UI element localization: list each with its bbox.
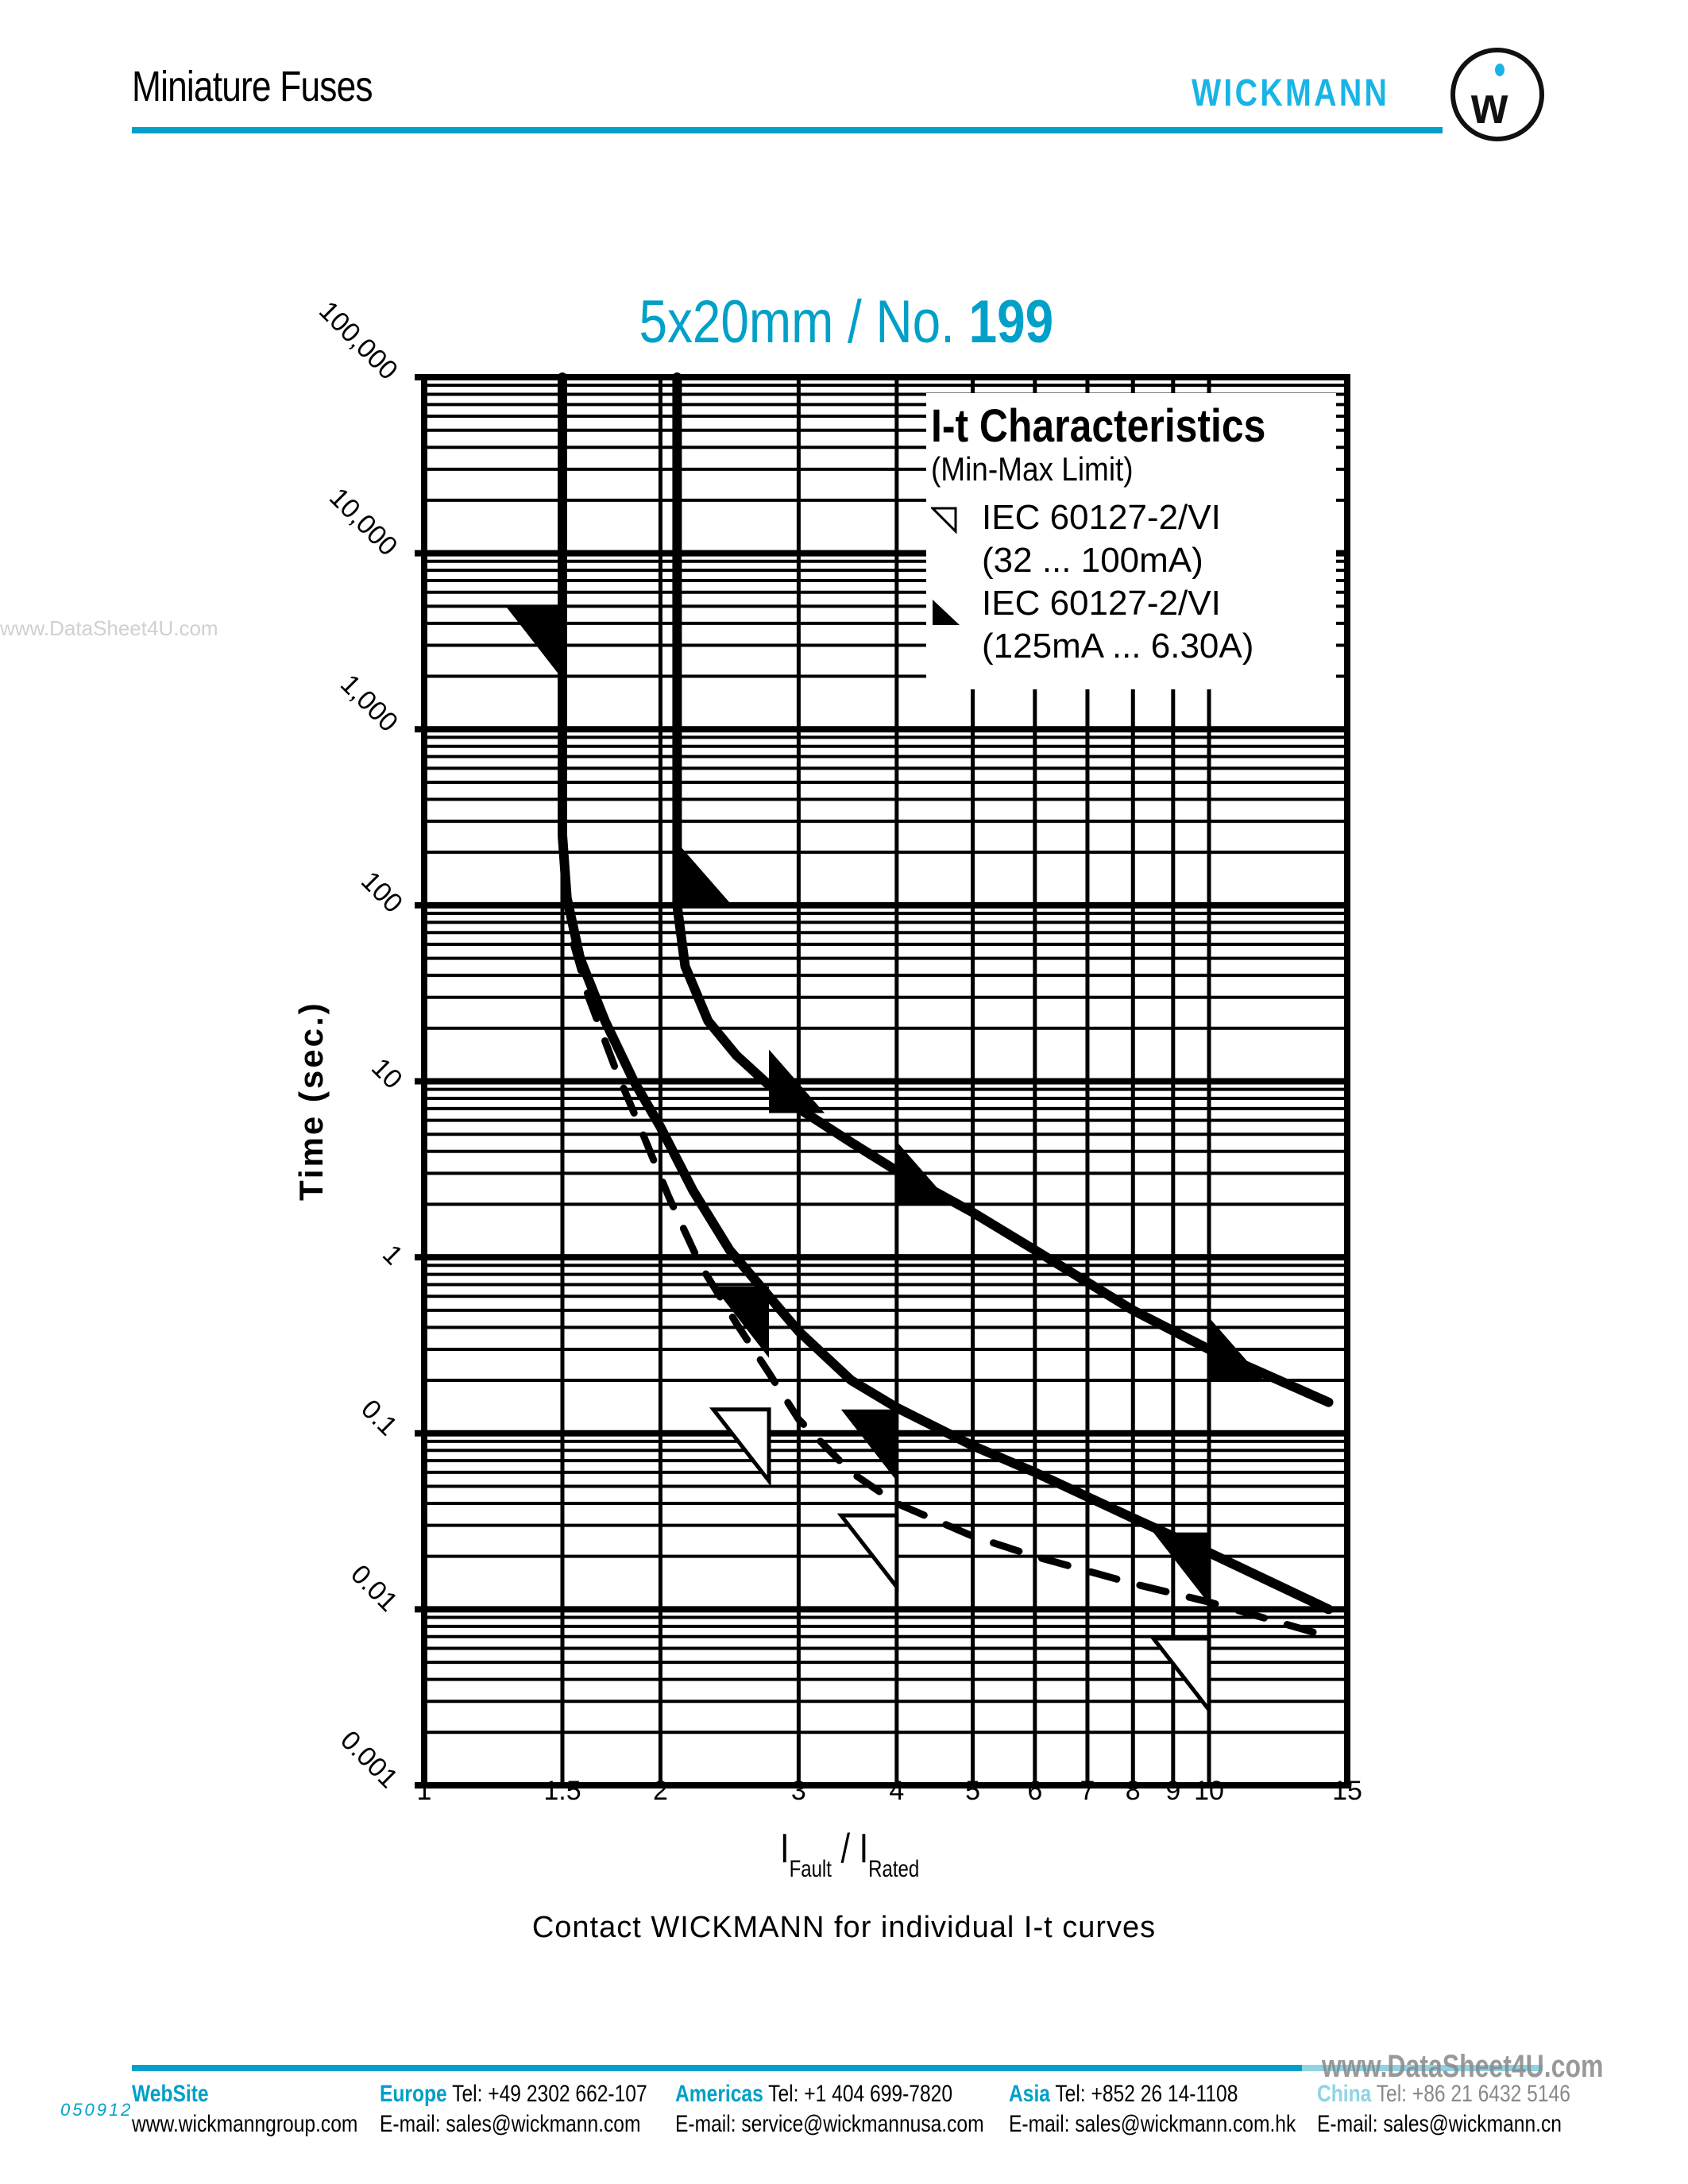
x-tick-label: 8 bbox=[1125, 1776, 1141, 1806]
x-axis-title-fault: Fault bbox=[789, 1856, 832, 1882]
chart-title: 5x20mm / No. 199 bbox=[137, 287, 1555, 357]
footer-region-label: China bbox=[1317, 2081, 1372, 2107]
contact-note: Contact WICKMANN for individual I-t curv… bbox=[531, 1911, 1157, 1944]
header-divider bbox=[132, 127, 1443, 133]
footer-website: WebSite www.wickmanngroup.com bbox=[132, 2079, 357, 2140]
hollow-triangle-icon bbox=[931, 507, 957, 534]
footer-region-label: Asia bbox=[1009, 2081, 1050, 2107]
brand-wordmark: WICKMANN bbox=[1192, 72, 1390, 114]
footer-email[interactable]: E-mail: sales@wickmann.cn bbox=[1317, 2111, 1562, 2137]
footer-region-label: Europe bbox=[380, 2081, 447, 2107]
filled-triangle-marker bbox=[1153, 1532, 1210, 1604]
x-tick-label: 1.5 bbox=[543, 1776, 581, 1806]
footer-tel: Tel: +852 26 14-1108 bbox=[1055, 2081, 1238, 2107]
watermark: www.DataSheet4U.com bbox=[1322, 2049, 1604, 2084]
footer-email[interactable]: E-mail: sales@wickmann.com bbox=[380, 2111, 641, 2137]
x-tick-label: 5 bbox=[965, 1776, 981, 1806]
hollow-triangle-marker bbox=[1149, 1636, 1211, 1716]
filled-triangle-icon bbox=[933, 600, 960, 625]
footer-asia: Asia Tel: +852 26 14-1108 E-mail: sales@… bbox=[1009, 2079, 1296, 2140]
y-axis-title: Time (sec.) bbox=[292, 1001, 330, 1201]
legend-entry-1-range: (32 ... 100mA) bbox=[982, 541, 1203, 580]
footer-email[interactable]: E-mail: service@wickmannusa.com bbox=[675, 2111, 984, 2137]
x-axis-title-rated: Rated bbox=[868, 1856, 920, 1882]
x-tick-label: 7 bbox=[1080, 1776, 1095, 1806]
x-tick-label: 3 bbox=[790, 1776, 806, 1806]
page-section-title: Miniature Fuses bbox=[132, 63, 373, 110]
dashed-curve bbox=[570, 940, 1332, 1641]
chart-title-prefix: 5x20mm / No. bbox=[639, 288, 955, 356]
footer-region-label: WebSite bbox=[132, 2081, 209, 2107]
legend-entry-2-label: IEC 60127-2/VI bbox=[982, 584, 1221, 623]
legend-subtitle: (Min-Max Limit) bbox=[931, 450, 1134, 488]
plot-frame bbox=[421, 374, 1350, 1788]
footer-tel: Tel: +49 2302 662-107 bbox=[452, 2081, 647, 2107]
filled-triangle-marker bbox=[677, 842, 733, 906]
legend-entry-2-range: (125mA ... 6.30A) bbox=[982, 627, 1254, 666]
footer-email[interactable]: E-mail: sales@wickmann.com.hk bbox=[1009, 2111, 1296, 2137]
footer-divider-light bbox=[1302, 2065, 1543, 2071]
x-tick-label: 10 bbox=[1194, 1776, 1224, 1806]
wickmann-logo-icon: w bbox=[1450, 48, 1544, 141]
chart-title-number: 199 bbox=[968, 288, 1054, 356]
x-axis-title: IFault / IRated bbox=[780, 1825, 919, 1883]
x-axis-title-i: I bbox=[780, 1826, 790, 1872]
legend-title: I-t Characteristics bbox=[931, 400, 1266, 452]
x-tick-label: 1 bbox=[416, 1776, 432, 1806]
filled-triangle-marker bbox=[506, 607, 562, 679]
filled-triangle-marker bbox=[713, 1286, 770, 1358]
footer-divider bbox=[132, 2065, 1302, 2071]
footer-china: China Tel: +86 21 6432 5146 E-mail: sale… bbox=[1317, 2079, 1570, 2140]
watermark: www.DataSheet4U.com bbox=[0, 616, 218, 640]
x-tick-label: 15 bbox=[1332, 1776, 1362, 1806]
filled-triangle-marker bbox=[1209, 1318, 1265, 1382]
footer-tel: Tel: +1 404 699-7820 bbox=[768, 2081, 953, 2107]
filled-triangle-marker bbox=[769, 1049, 825, 1113]
hollow-triangle-marker bbox=[709, 1407, 771, 1488]
x-tick-label: 2 bbox=[652, 1776, 668, 1806]
x-tick-label: 9 bbox=[1165, 1776, 1181, 1806]
website-link[interactable]: www.wickmanngroup.com bbox=[132, 2111, 358, 2137]
filled-triangle-marker bbox=[840, 1409, 897, 1481]
logo-letter: w bbox=[1471, 75, 1508, 134]
logo-dot bbox=[1495, 64, 1505, 76]
hollow-triangle-marker bbox=[836, 1513, 899, 1593]
solid-curve bbox=[672, 372, 1334, 1407]
footer-americas: Americas Tel: +1 404 699-7820 E-mail: se… bbox=[675, 2079, 984, 2140]
legend: I-t Characteristics (Min-Max Limit) IEC … bbox=[926, 393, 1336, 689]
x-tick-label: 6 bbox=[1027, 1776, 1043, 1806]
document-code: 050912 bbox=[60, 2100, 133, 2120]
footer-region-label: Americas bbox=[675, 2081, 763, 2107]
legend-entry-1-label: IEC 60127-2/VI bbox=[982, 498, 1221, 537]
x-axis-title-sep: / I bbox=[831, 1826, 869, 1872]
filled-triangle-marker bbox=[896, 1141, 952, 1206]
x-tick-label: 4 bbox=[889, 1776, 905, 1806]
footer-tel: Tel: +86 21 6432 5146 bbox=[1376, 2081, 1570, 2107]
footer-europe: Europe Tel: +49 2302 662-107 E-mail: sal… bbox=[380, 2079, 647, 2140]
